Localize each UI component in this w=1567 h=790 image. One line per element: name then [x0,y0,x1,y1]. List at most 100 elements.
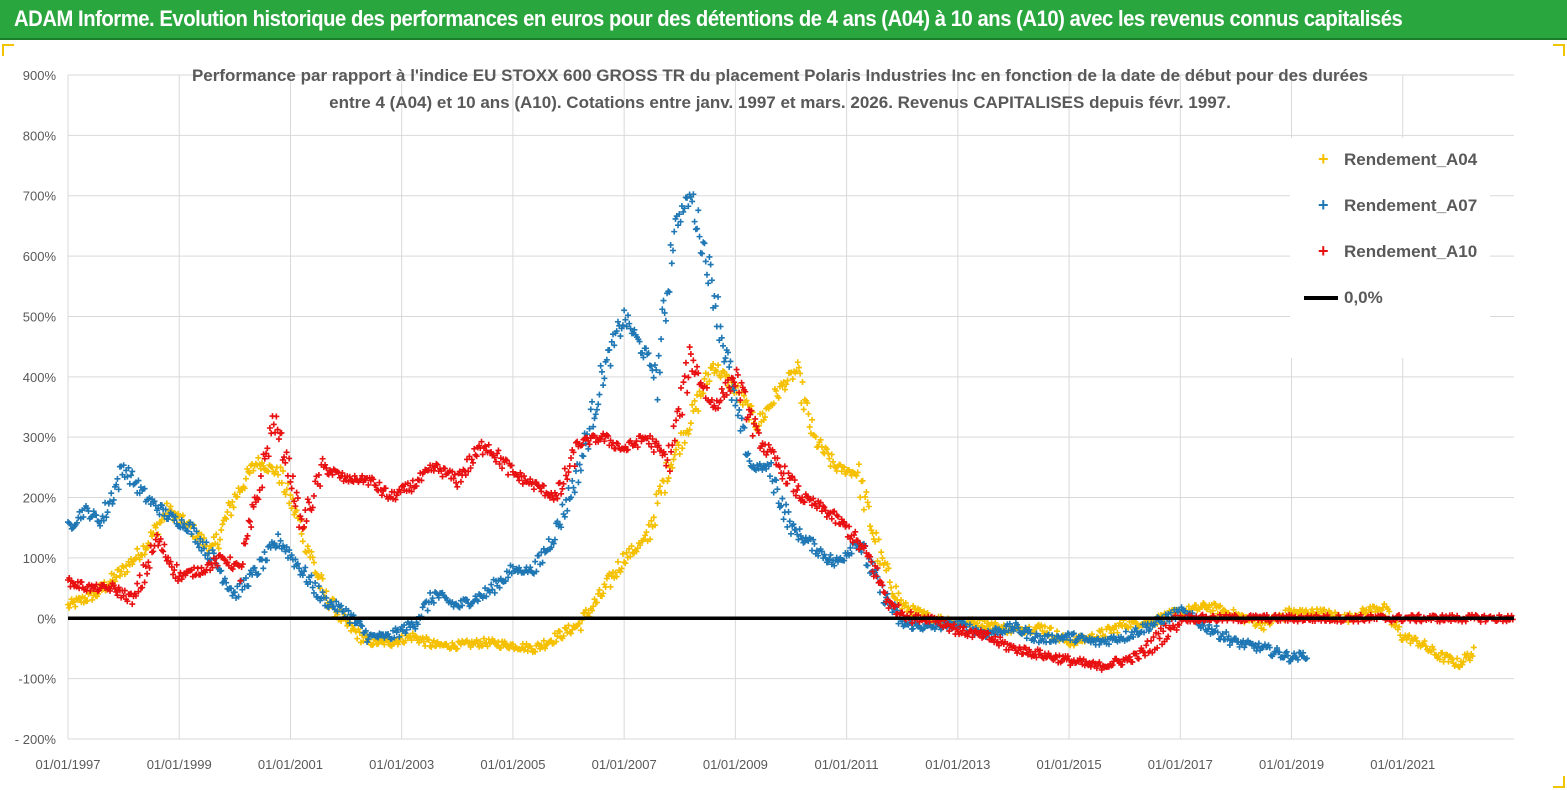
y-tick-label: 0% [37,611,56,626]
data-point-marker [408,488,415,495]
corner-mark-top-left [2,44,14,56]
data-point-marker [309,584,316,591]
data-point-marker [97,522,104,529]
data-point-marker [351,472,358,479]
data-point-marker [1110,626,1117,633]
data-point-marker [474,598,481,605]
data-point-marker [312,579,319,586]
data-point-marker [759,466,766,473]
data-point-marker [1160,628,1167,635]
data-point-marker [560,633,567,640]
data-point-marker [818,508,825,515]
data-point-marker [553,492,560,499]
data-point-marker [483,593,490,600]
data-point-marker [731,379,738,386]
data-point-marker [622,560,629,567]
data-point-marker [141,485,148,492]
data-point-marker [218,567,225,574]
data-point-marker [509,641,516,648]
data-point-marker [259,459,266,466]
data-point-marker [535,552,542,559]
data-point-marker [873,529,880,536]
data-point-marker [1321,606,1328,613]
data-point-marker [827,551,834,558]
data-point-marker [762,414,769,421]
data-point-marker [496,584,503,591]
data-point-marker [689,401,696,408]
data-point-marker [675,405,682,412]
data-point-marker [315,471,322,478]
data-point-marker [548,544,555,551]
data-point-marker [280,468,287,475]
data-point-marker [792,492,799,499]
data-point-marker [288,485,295,492]
data-point-marker [1049,632,1056,639]
data-point-marker [549,493,556,500]
data-point-marker [313,570,320,577]
data-point-marker [642,532,649,539]
legend-item-zero: 0,0% [1302,284,1383,312]
data-point-marker [685,430,692,437]
x-tick-label: 01/01/2003 [369,757,434,772]
data-point-marker [1403,636,1410,643]
data-point-marker [1303,655,1310,662]
data-point-marker [686,426,693,433]
data-point-marker [396,633,403,640]
data-point-marker [113,574,120,581]
data-point-marker [639,349,646,356]
data-point-marker [732,402,739,409]
data-point-marker [136,490,143,497]
data-point-marker [1162,622,1169,629]
data-point-marker [977,627,984,634]
data-point-marker [848,550,855,557]
data-point-marker [705,371,712,378]
data-point-marker [524,648,531,655]
data-point-marker [1294,656,1301,663]
data-point-marker [129,468,136,475]
data-point-marker [794,359,801,366]
data-point-marker [741,424,748,431]
data-point-marker [141,579,148,586]
data-point-marker [124,473,131,480]
data-point-marker [680,208,687,215]
data-point-marker [585,609,592,616]
data-point-marker [895,590,902,597]
data-point-marker [221,575,228,582]
data-point-marker [468,456,475,463]
data-point-marker [902,599,909,606]
data-point-marker [163,500,170,507]
data-point-marker [653,491,660,498]
data-point-marker [1067,662,1074,669]
data-point-marker [266,425,273,432]
data-point-marker [1027,630,1034,637]
data-point-marker [443,640,450,647]
data-point-marker [596,586,603,593]
data-point-marker [644,351,651,358]
data-point-marker [624,446,631,453]
legend-item-a10: + Rendement_A10 [1302,238,1477,266]
chart-area: 900% 800% 700% 600% 500% 400% 300% 200% 100% 0% -1… [0,42,1567,790]
data-point-marker [527,476,534,483]
data-point-marker [1031,637,1038,644]
data-point-marker [665,475,672,482]
data-point-marker [705,280,712,287]
data-point-marker [282,548,289,555]
data-point-marker [1005,646,1012,653]
data-point-marker [706,253,713,260]
data-point-marker [694,363,701,370]
data-point-marker [1255,640,1262,647]
data-point-marker [664,478,671,485]
data-point-marker [1133,650,1140,657]
data-point-marker [561,465,568,472]
data-point-marker [1291,650,1298,657]
data-point-marker [702,258,709,265]
data-point-marker [854,537,861,544]
data-point-marker [586,425,593,432]
data-point-marker [491,589,498,596]
data-point-marker [402,630,409,637]
data-point-marker [123,563,130,570]
data-point-marker [108,490,115,497]
data-point-marker [708,364,715,371]
data-point-marker [681,373,688,380]
data-point-marker [160,548,167,555]
